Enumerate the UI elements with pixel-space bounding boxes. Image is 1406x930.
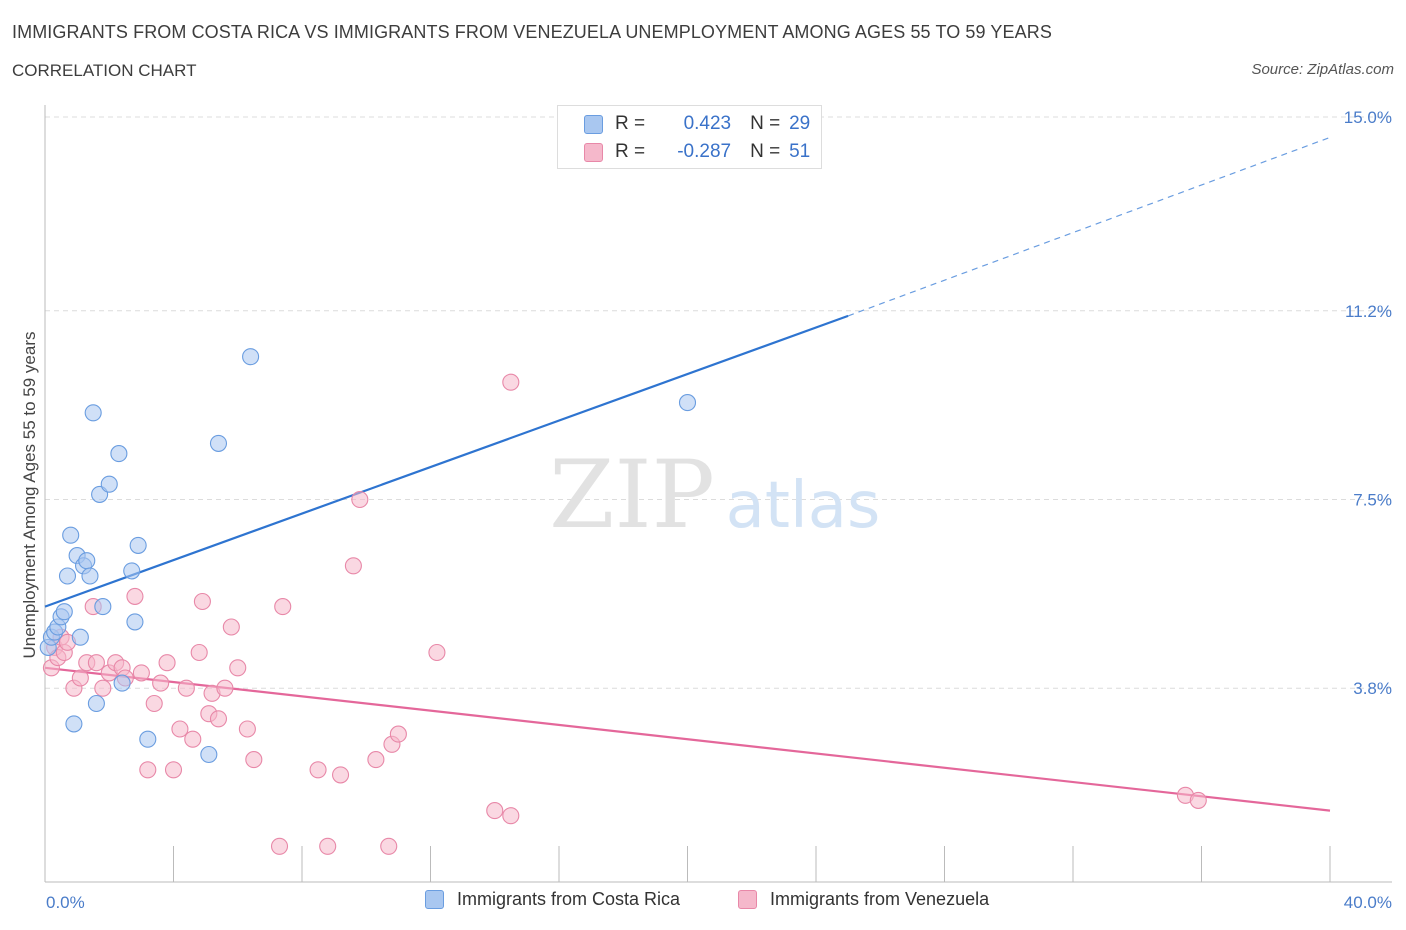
point-venezuela — [190, 643, 208, 662]
point-venezuela — [216, 679, 234, 697]
point-venezuela — [193, 592, 211, 611]
point-venezuela — [486, 802, 504, 820]
point-costa-rica — [65, 715, 83, 733]
point-costa-rica — [113, 674, 131, 692]
point-costa-rica — [126, 613, 144, 631]
point-venezuela — [428, 643, 446, 662]
point-costa-rica — [81, 567, 99, 585]
y-tick-label: 15.0% — [1344, 108, 1392, 127]
legend-n-value: 51 — [789, 141, 811, 162]
point-venezuela — [319, 837, 337, 855]
legend-r-label: R = — [615, 141, 646, 162]
point-venezuela — [274, 598, 292, 616]
point-costa-rica — [678, 394, 697, 412]
point-costa-rica — [242, 348, 260, 366]
point-venezuela — [152, 674, 170, 692]
data-points — [39, 348, 1207, 855]
point-costa-rica — [62, 526, 80, 544]
point-venezuela — [145, 694, 163, 713]
point-venezuela — [139, 761, 157, 779]
legend-row-costa-rica: R = 0.423 N = 29 — [584, 112, 810, 136]
point-venezuela — [331, 766, 350, 784]
point-venezuela — [1189, 791, 1207, 809]
point-costa-rica — [78, 552, 96, 570]
trend-line-extension-costa-rica — [847, 136, 1331, 317]
point-costa-rica — [139, 730, 157, 748]
bottom-legend-swatch-venezuela — [738, 890, 757, 909]
point-venezuela — [389, 725, 407, 743]
x-tick-label: 40.0% — [1344, 893, 1392, 912]
grid-lines — [45, 116, 1392, 689]
legend-n-label: N = — [750, 141, 781, 162]
chart-title: IMMIGRANTS FROM COSTA RICA VS IMMIGRANTS… — [12, 22, 1052, 42]
point-venezuela — [164, 761, 183, 779]
point-venezuela — [270, 837, 289, 855]
watermark-zip: ZIP — [549, 441, 715, 550]
correlation-legend: R = 0.423 N = 29 R = -0.287 N = 51 — [557, 105, 822, 169]
legend-swatch-venezuela — [584, 142, 603, 162]
axes — [44, 105, 1392, 883]
point-venezuela — [87, 654, 105, 672]
bottom-legend-swatch-costa-rica — [425, 890, 444, 909]
point-costa-rica — [100, 475, 118, 493]
point-costa-rica — [209, 434, 228, 452]
point-venezuela — [351, 490, 369, 509]
legend-n-value: 29 — [789, 113, 811, 134]
point-venezuela — [344, 557, 362, 575]
point-costa-rica — [110, 445, 128, 463]
y-tick-label: 11.2% — [1345, 302, 1392, 321]
point-venezuela — [171, 720, 189, 738]
point-costa-rica — [58, 567, 77, 585]
point-costa-rica — [129, 536, 147, 554]
point-costa-rica — [71, 628, 89, 646]
point-venezuela — [71, 669, 89, 687]
point-venezuela — [222, 618, 240, 636]
legend-n-label: N = — [750, 113, 781, 134]
point-costa-rica — [55, 603, 73, 621]
source-credit: Source: ZipAtlas.com — [1251, 61, 1394, 78]
legend-r-label: R = — [615, 113, 646, 134]
point-venezuela — [177, 679, 195, 697]
point-costa-rica — [87, 694, 105, 713]
bottom-legend-costa-rica: Immigrants from Costa Rica — [425, 889, 680, 910]
point-costa-rica — [84, 404, 102, 422]
point-venezuela — [245, 751, 263, 769]
point-venezuela — [94, 679, 112, 697]
bottom-legend-venezuela: Immigrants from Venezuela — [738, 889, 989, 910]
y-tick-label: 3.8% — [1353, 679, 1392, 698]
watermark: ZIP atlas — [549, 441, 880, 550]
bottom-legend-label-venezuela: Immigrants from Venezuela — [770, 889, 990, 909]
point-venezuela — [158, 654, 176, 672]
point-costa-rica — [94, 598, 112, 616]
point-venezuela — [502, 373, 520, 391]
point-costa-rica — [123, 562, 141, 580]
legend-r-value: -0.287 — [677, 141, 732, 162]
point-venezuela — [229, 659, 247, 677]
legend-swatch-costa-rica — [584, 114, 603, 134]
trend-lines — [44, 136, 1331, 812]
legend-row-venezuela: R = -0.287 N = 51 — [584, 140, 810, 164]
point-costa-rica — [200, 745, 218, 764]
y-axis-label: Unemployment Among Ages 55 to 59 years — [20, 331, 39, 659]
watermark-atlas: atlas — [726, 469, 881, 543]
point-venezuela — [309, 761, 327, 779]
point-venezuela — [184, 730, 202, 748]
x-tick-label: 0.0% — [46, 893, 85, 912]
point-venezuela — [367, 751, 385, 769]
point-venezuela — [380, 837, 398, 855]
trend-line-venezuela — [44, 666, 1331, 812]
chart-subtitle: CORRELATION CHART — [12, 61, 197, 80]
point-venezuela — [209, 710, 228, 728]
bottom-legend-label-costa-rica: Immigrants from Costa Rica — [457, 889, 681, 909]
trend-line-costa-rica — [44, 314, 849, 608]
legend-r-value: 0.423 — [683, 113, 732, 134]
point-venezuela — [238, 720, 256, 738]
tick-labels: 3.8% 7.5% 11.2% 15.0% 0.0% 40.0% — [46, 108, 1392, 912]
point-venezuela — [502, 807, 520, 825]
y-tick-label: 7.5% — [1353, 491, 1392, 510]
point-venezuela — [132, 664, 150, 682]
point-venezuela — [126, 587, 144, 605]
